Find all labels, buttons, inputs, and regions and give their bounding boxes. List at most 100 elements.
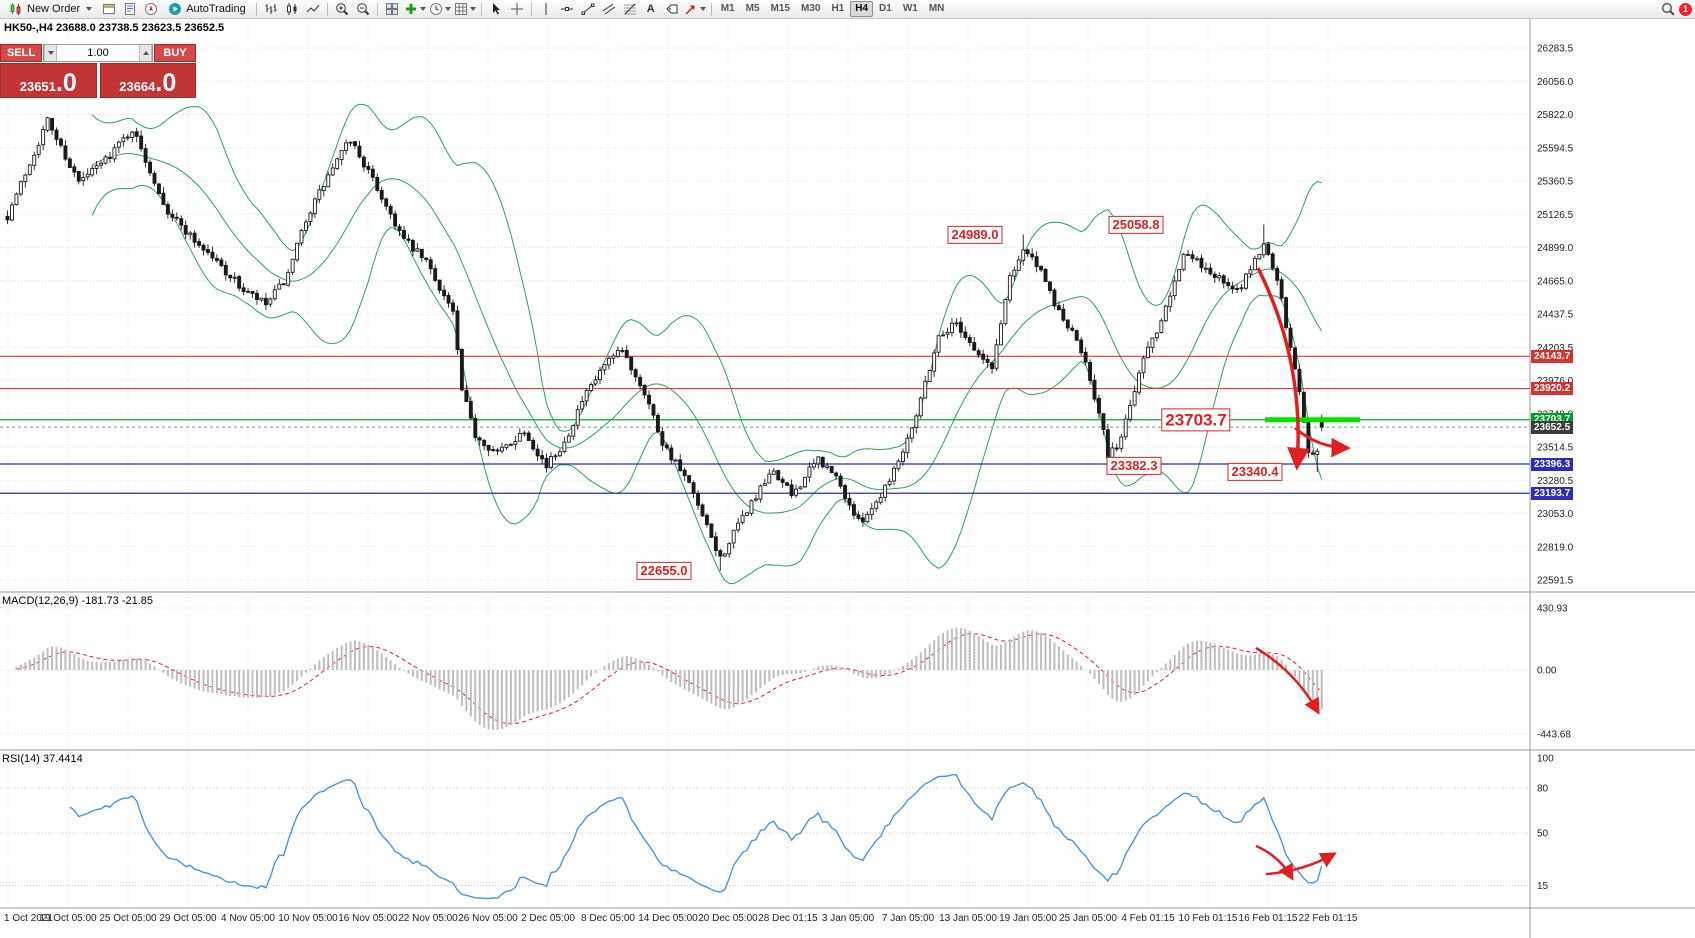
fibonacci-tool-icon[interactable] xyxy=(620,1,640,18)
sell-price-display[interactable]: 23651.0 xyxy=(0,63,97,98)
buy-button[interactable]: BUY xyxy=(154,44,196,62)
crosshair-tool-icon[interactable] xyxy=(507,1,527,18)
tile-windows-icon[interactable] xyxy=(382,1,402,18)
svg-text:19 Jan 05:00: 19 Jan 05:00 xyxy=(999,913,1057,924)
svg-text:23514.5: 23514.5 xyxy=(1537,443,1574,454)
timeframe-button-m5[interactable]: M5 xyxy=(745,3,760,14)
price-annotation-22655-0[interactable]: 22655.0 xyxy=(636,561,692,580)
svg-text:25 Oct 05:00: 25 Oct 05:00 xyxy=(99,913,157,924)
navigator-icon[interactable] xyxy=(141,1,161,18)
timeframe-button-d1[interactable]: D1 xyxy=(879,3,892,14)
timeframe-button-m15[interactable]: M15 xyxy=(770,3,790,14)
price-annotation-25058-8[interactable]: 25058.8 xyxy=(1108,215,1164,234)
svg-text:23976.0: 23976.0 xyxy=(1537,376,1574,387)
svg-text:23053.0: 23053.0 xyxy=(1537,509,1574,520)
channel-tool-icon[interactable] xyxy=(599,1,619,18)
buy-price-display[interactable]: 23664.0 xyxy=(99,63,196,98)
svg-text:8 Dec 05:00: 8 Dec 05:00 xyxy=(581,913,635,924)
navigator-icon xyxy=(145,3,158,15)
bar-chart-mode-icon[interactable] xyxy=(261,1,281,18)
trendline-tool-icon[interactable] xyxy=(578,1,598,18)
zoom-out-icon xyxy=(356,3,369,16)
autotrading-button[interactable]: AutoTrading xyxy=(162,1,252,18)
timeframe-button-h1[interactable]: H1 xyxy=(831,3,845,14)
chart-window-icon[interactable] xyxy=(99,1,119,18)
label-tool-icon[interactable] xyxy=(662,1,682,18)
svg-text:3 Jan 05:00: 3 Jan 05:00 xyxy=(822,913,875,924)
price-annotation-23382-3[interactable]: 23382.3 xyxy=(1106,456,1162,476)
red-arrow-drawing xyxy=(1265,852,1337,876)
timeframe-button-w1[interactable]: W1 xyxy=(902,3,918,14)
svg-text:26056.0: 26056.0 xyxy=(1537,77,1574,88)
zoom-out-icon[interactable] xyxy=(353,1,373,18)
svg-text:25822.0: 25822.0 xyxy=(1537,110,1574,121)
svg-text:100: 100 xyxy=(1537,754,1554,765)
svg-text:24437.5: 24437.5 xyxy=(1537,310,1574,321)
vertical-line-tool-icon[interactable] xyxy=(536,1,556,18)
search-icon[interactable] xyxy=(1658,1,1678,18)
shapes-tool-icon xyxy=(685,5,695,15)
line-chart-mode-icon[interactable] xyxy=(303,1,323,18)
label-tool-icon xyxy=(666,4,678,14)
svg-text:80: 80 xyxy=(1537,784,1549,795)
grid-lines xyxy=(0,18,1530,908)
svg-text:13 Jan 05:00: 13 Jan 05:00 xyxy=(939,913,997,924)
vertical-line-tool-icon xyxy=(545,3,547,15)
macd-axis-labels: 430.93 0.00 -443.68 xyxy=(1537,604,1571,741)
rsi-line xyxy=(69,773,1323,900)
chevron-down-icon xyxy=(86,7,93,11)
data-window-icon[interactable] xyxy=(120,1,140,18)
volume-input[interactable]: 1.00 xyxy=(87,47,109,59)
timeframe-button-h4[interactable]: H4 xyxy=(850,1,874,17)
chevron-down-icon xyxy=(444,7,451,11)
timeframe-button-m1[interactable]: M1 xyxy=(720,3,735,14)
svg-text:10 Feb 01:15: 10 Feb 01:15 xyxy=(1179,913,1238,924)
svg-text:1 Oct 2021: 1 Oct 2021 xyxy=(4,913,53,924)
horizontal-line-tool-icon[interactable] xyxy=(557,1,577,18)
volume-increase-button[interactable] xyxy=(139,45,152,61)
templates-icon xyxy=(454,3,467,15)
timeframe-button-m30[interactable]: M30 xyxy=(800,3,821,14)
svg-text:25 Jan 05:00: 25 Jan 05:00 xyxy=(1059,913,1117,924)
toolbar-separator xyxy=(326,2,328,16)
new-order-button[interactable]: New Order xyxy=(3,1,98,18)
price-annotation-23340-4[interactable]: 23340.4 xyxy=(1227,462,1283,482)
sell-button[interactable]: SELL xyxy=(0,44,42,62)
bollinger-upper-band xyxy=(91,103,1322,463)
svg-text:26283.5: 26283.5 xyxy=(1537,44,1574,55)
indicators-list-icon[interactable] xyxy=(403,1,427,18)
zoom-in-icon xyxy=(335,3,348,16)
svg-text:0.00: 0.00 xyxy=(1537,666,1557,677)
text-tool-icon[interactable]: A xyxy=(641,1,661,18)
chart-window-icon xyxy=(103,4,116,14)
candlestick-mode-icon[interactable] xyxy=(282,1,302,18)
timeframe-button-mn[interactable]: MN xyxy=(928,3,945,14)
chart-title-ohlc: HK50-,H4 23688.0 23738.5 23623.5 23652.5 xyxy=(4,22,225,34)
channel-tool-icon xyxy=(602,3,616,15)
drawn-arrows[interactable] xyxy=(1255,267,1351,881)
cursor-tool-icon[interactable] xyxy=(486,1,506,18)
bollinger-bands xyxy=(91,103,1323,584)
templates-icon[interactable] xyxy=(453,1,477,18)
price-annotation-23703-7[interactable]: 23703.7 xyxy=(1161,408,1231,432)
svg-text:24203.5: 24203.5 xyxy=(1537,343,1574,354)
svg-text:22591.5: 22591.5 xyxy=(1537,576,1574,587)
macd-signal-line xyxy=(16,633,1323,725)
price-annotation-24989-0[interactable]: 24989.0 xyxy=(947,225,1003,244)
autotrading-icon xyxy=(169,3,182,15)
macd-histogram xyxy=(15,627,1323,730)
price-axis-tag-23396-3: 23396.3 xyxy=(1531,457,1574,471)
svg-text:24665.0: 24665.0 xyxy=(1537,276,1574,287)
shapes-tool-icon[interactable] xyxy=(683,1,707,18)
zoom-in-icon[interactable] xyxy=(332,1,352,18)
volume-decrease-button[interactable] xyxy=(44,45,57,61)
periods-icon[interactable] xyxy=(428,1,452,18)
horizontal-line-tool-icon xyxy=(560,7,573,11)
data-window-icon xyxy=(125,3,136,15)
red-arrow-drawing xyxy=(1294,426,1351,458)
notification-badge[interactable]: 1 xyxy=(1679,2,1692,16)
cursor-tool-icon xyxy=(492,3,500,15)
text-tool-letter: A xyxy=(646,3,655,15)
line-chart-mode-icon xyxy=(306,4,320,13)
